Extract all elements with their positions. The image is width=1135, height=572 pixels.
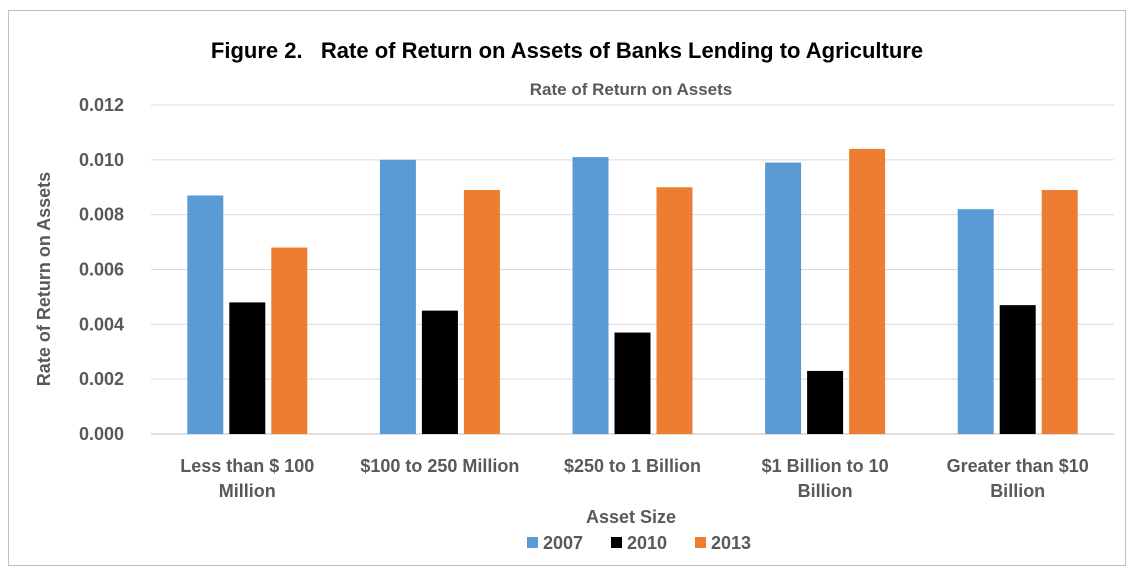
x-tick-label-line: Greater than $10 xyxy=(947,456,1089,476)
chart-frame: Figure 2. Rate of Return on Assets of Ba… xyxy=(8,10,1126,566)
x-tick-label-line: Million xyxy=(219,481,276,501)
x-tick-label: $1 Billion to 10 Billion xyxy=(762,456,889,501)
legend-label-2010: 2010 xyxy=(627,533,667,553)
x-axis-label: Asset Size xyxy=(586,507,676,527)
bars xyxy=(187,148,1078,435)
x-tick-label: Less than $ 100 Million xyxy=(180,456,314,501)
y-axis-ticks: 0.000 0.002 0.004 0.006 0.008 0.010 0.012 xyxy=(79,95,124,444)
y-tick-label: 0.008 xyxy=(79,205,124,225)
x-tick-label-line: $1 Billion to 10 xyxy=(762,456,889,476)
x-axis-ticks: Less than $ 100 Million $100 to 250 Millio… xyxy=(180,456,1088,501)
chart-title: Figure 2. Rate of Return on Assets of Ba… xyxy=(211,38,923,63)
y-axis-label: Rate of Return on Assets xyxy=(34,172,54,386)
y-tick-label: 0.006 xyxy=(79,260,124,280)
bar-2010-4 xyxy=(999,305,1036,434)
y-tick-label: 0.000 xyxy=(79,424,124,444)
y-tick-label: 0.012 xyxy=(79,95,124,115)
legend-swatch-2013 xyxy=(695,537,706,548)
y-tick-label: 0.004 xyxy=(79,314,124,334)
y-tick-label: 0.010 xyxy=(79,150,124,170)
x-tick-label: $250 to 1 Billion xyxy=(564,456,701,476)
bar-chart: Figure 2. Rate of Return on Assets of Ba… xyxy=(34,38,1114,553)
bar-2007-4 xyxy=(957,209,994,434)
bar-2013-2 xyxy=(656,187,693,434)
gridlines xyxy=(151,104,1114,435)
bar-2010-1 xyxy=(421,310,458,434)
bar-2007-3 xyxy=(765,162,802,434)
x-tick-label-line: Billion xyxy=(990,481,1045,501)
legend-swatch-2007 xyxy=(527,537,538,548)
bar-2007-2 xyxy=(572,157,609,434)
chart-subtitle: Rate of Return on Assets xyxy=(530,80,732,99)
bar-2010-0 xyxy=(229,302,266,434)
x-tick-label: $100 to 250 Million xyxy=(360,456,519,476)
x-tick-label-line: Less than $ 100 xyxy=(180,456,314,476)
bar-2010-3 xyxy=(807,370,844,434)
bar-2013-4 xyxy=(1041,189,1078,434)
legend: 2007 2010 2013 xyxy=(527,533,751,553)
y-tick-label: 0.002 xyxy=(79,369,124,389)
legend-label-2013: 2013 xyxy=(711,533,751,553)
bar-2013-0 xyxy=(271,247,308,434)
bar-2010-2 xyxy=(614,332,651,434)
x-tick-label: Greater than $10 Billion xyxy=(947,456,1089,501)
bar-2007-1 xyxy=(379,159,416,435)
x-tick-label-line: $100 to 250 Million xyxy=(360,456,519,476)
legend-swatch-2010 xyxy=(611,537,622,548)
x-tick-label-line: Billion xyxy=(798,481,853,501)
bar-2013-3 xyxy=(849,148,886,434)
legend-label-2007: 2007 xyxy=(543,533,583,553)
bar-2007-0 xyxy=(187,195,224,434)
bar-2013-1 xyxy=(463,189,500,434)
x-tick-label-line: $250 to 1 Billion xyxy=(564,456,701,476)
